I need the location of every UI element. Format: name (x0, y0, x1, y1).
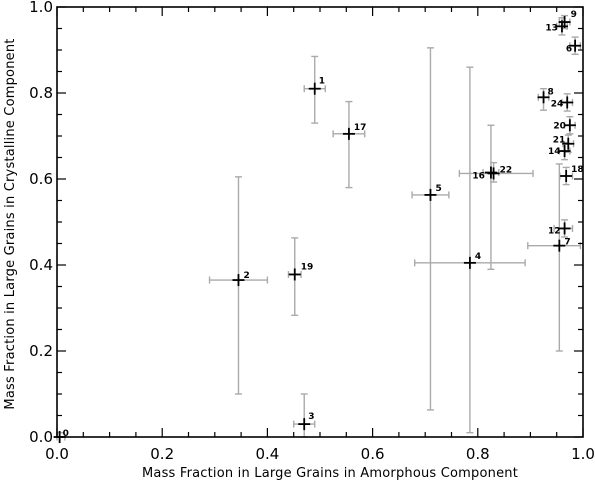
marker-17 (342, 127, 355, 140)
y-tick-label: 0.4 (29, 256, 53, 274)
x-tick-label: 0.0 (45, 445, 69, 463)
marker-2 (232, 274, 245, 287)
x-tick-label: 0.2 (150, 445, 174, 463)
marker-5 (424, 188, 437, 201)
marker-1 (308, 82, 321, 95)
marker-12 (558, 222, 571, 235)
point-label-19: 19 (301, 262, 314, 272)
point-label-0: 0 (63, 429, 69, 439)
marker-22 (487, 167, 500, 180)
error-bar-7 (527, 163, 582, 352)
marker-18 (560, 169, 573, 182)
marker-4 (463, 256, 476, 269)
error-bar-5 (411, 47, 450, 411)
marker-13 (555, 20, 568, 33)
point-label-21: 21 (553, 136, 566, 146)
point-label-17: 17 (354, 123, 367, 133)
point-label-4: 4 (475, 252, 481, 262)
point-label-14: 14 (548, 147, 561, 157)
point-label-5: 5 (435, 184, 441, 194)
x-tick-label: 1.0 (571, 445, 595, 463)
point-label-3: 3 (308, 412, 314, 422)
point-label-24: 24 (551, 99, 564, 109)
error-bar-4 (413, 66, 526, 434)
point-label-2: 2 (243, 271, 249, 281)
axis-ticks (56, 6, 584, 438)
x-tick-label: 0.4 (255, 445, 279, 463)
point-label-7: 7 (564, 238, 570, 248)
y-tick-label: 0.0 (29, 428, 53, 446)
tick-labels: 0.00.0 0.2 0.2 0.4 0.4 0.6 0.6 0.8 0.8 1.0 1.0 (29, 0, 595, 463)
point-label-1: 1 (319, 77, 325, 87)
y-tick-label: 0.6 (29, 170, 53, 188)
point-label-12: 12 (548, 226, 561, 236)
point-label-13: 13 (545, 23, 558, 33)
plot-frame (56, 6, 584, 438)
marker-3 (298, 418, 311, 431)
marker-8 (537, 91, 550, 104)
point-label-9: 9 (571, 10, 577, 20)
x-axis-title: Mass Fraction in Large Grains in Amorpho… (142, 466, 518, 481)
y-tick-label: 1.0 (29, 0, 53, 16)
marker-6 (569, 39, 582, 52)
marker-7 (553, 239, 566, 252)
marker-24 (561, 96, 574, 109)
error-bar-17 (332, 100, 366, 189)
point-label-22: 22 (500, 165, 513, 175)
marker-19 (288, 268, 301, 281)
markers (53, 16, 582, 443)
point-label-6: 6 (566, 45, 572, 55)
point-label-8: 8 (548, 87, 554, 97)
y-axis-title: Mass Fraction in Large Grains in Crystal… (3, 38, 18, 409)
point-label-16: 16 (472, 172, 485, 182)
y-tick-label: 0.8 (29, 84, 53, 102)
x-tick-label: 0.6 (361, 445, 385, 463)
x-tick-label: 0.8 (466, 445, 490, 463)
point-label-18: 18 (571, 165, 584, 175)
point-label-20: 20 (553, 121, 566, 131)
marker-14 (558, 145, 571, 158)
error-bar-16 (482, 124, 500, 270)
marker-20 (563, 119, 576, 132)
marker-21 (562, 137, 575, 150)
y-tick-label: 0.2 (29, 342, 53, 360)
